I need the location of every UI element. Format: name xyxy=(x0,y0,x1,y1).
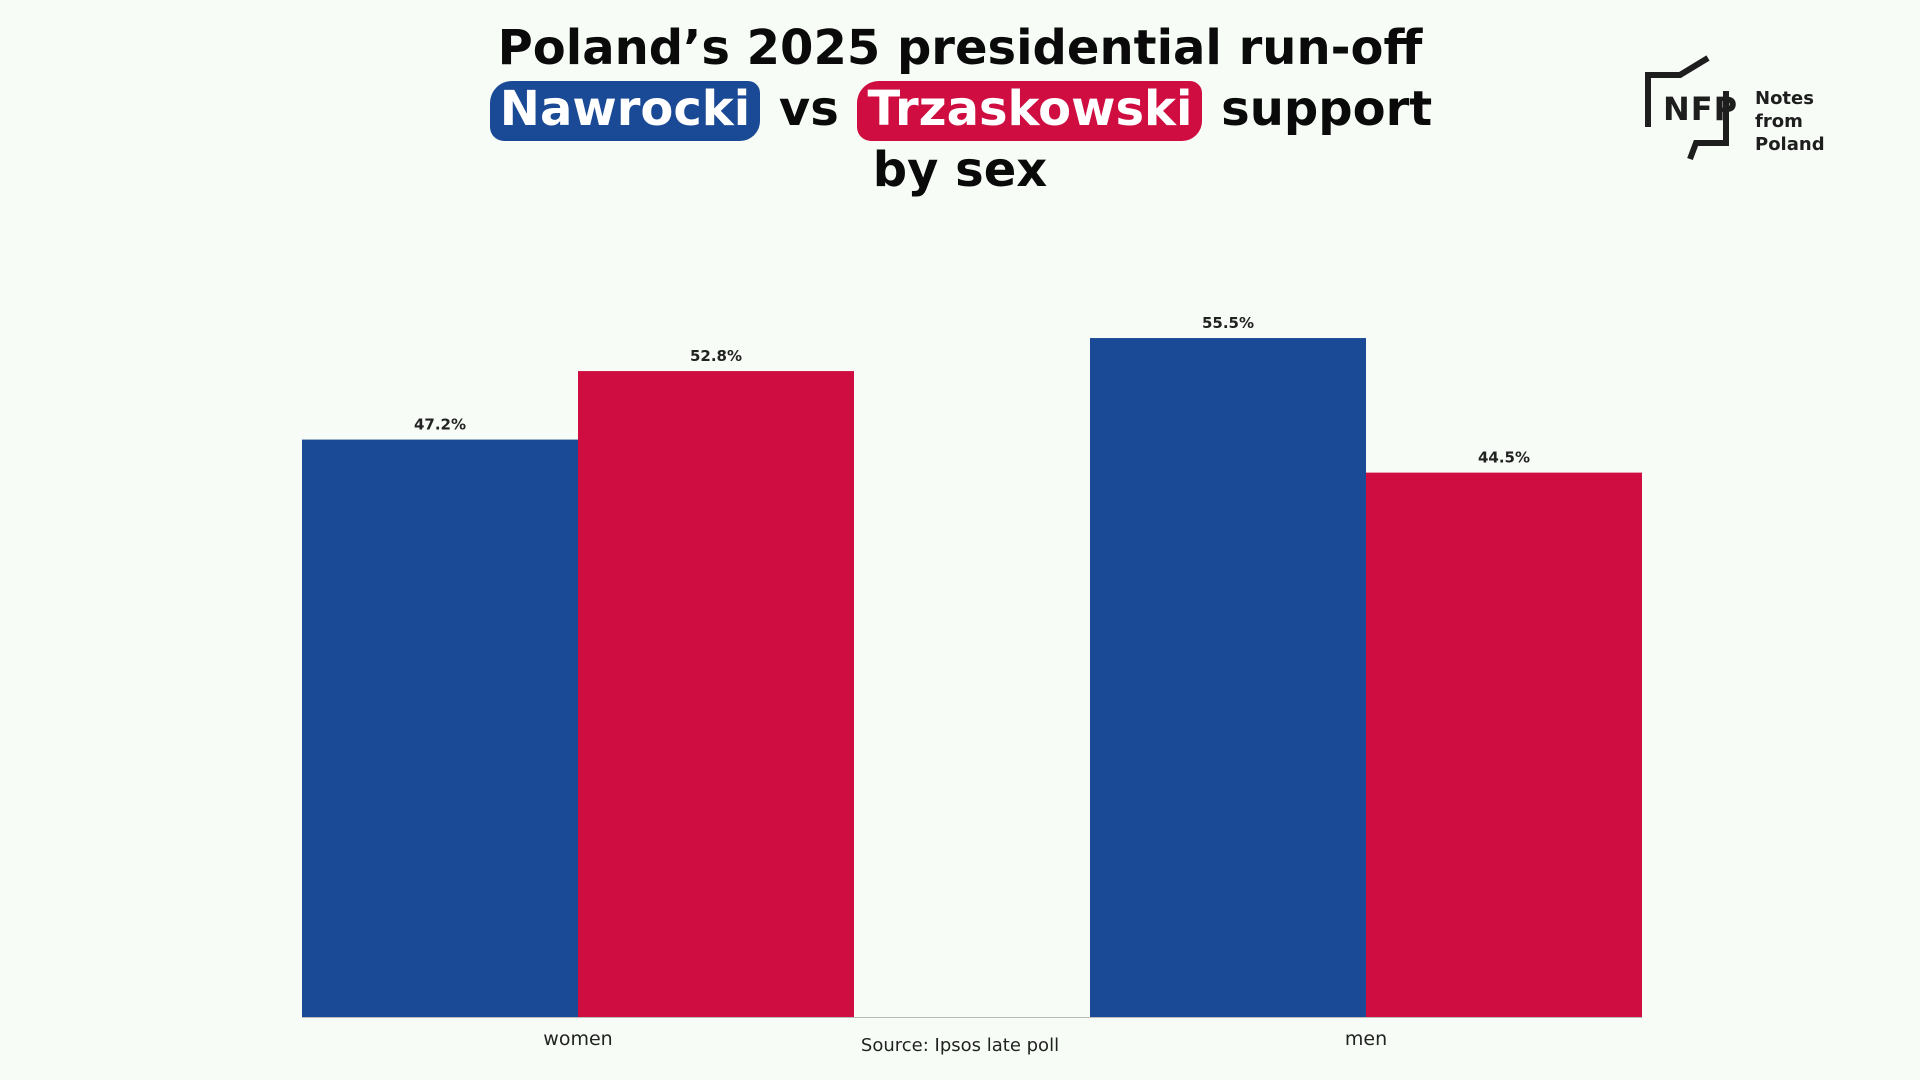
legend-nawrocki: Nawrocki xyxy=(489,81,761,141)
title-line-1: Poland’s 2025 presidential run-off xyxy=(497,20,1423,76)
data-label-trzaskowski-men: 44.5% xyxy=(1478,449,1530,467)
chart-title: Poland’s 2025 presidential run-off Nawro… xyxy=(410,18,1510,201)
logo-text-line-2: Poland xyxy=(1755,134,1825,155)
title-vs: vs xyxy=(778,81,839,137)
title-support: support xyxy=(1221,81,1433,137)
x-tick-label-women: women xyxy=(543,1028,612,1050)
nfp-logo-icon xyxy=(1645,55,1729,161)
nfp-logo: NFP Notes from Poland xyxy=(1640,55,1860,165)
bar-trzaskowski-men xyxy=(1366,472,1642,1017)
x-tick-label-men: men xyxy=(1345,1028,1387,1050)
title-line-3: by sex xyxy=(872,142,1048,198)
logo-text-line-1: Notes from xyxy=(1755,88,1814,132)
data-label-nawrocki-women: 47.2% xyxy=(414,416,466,434)
bar-nawrocki-men xyxy=(1090,338,1366,1017)
bar-trzaskowski-women xyxy=(578,371,854,1018)
data-label-nawrocki-men: 55.5% xyxy=(1202,314,1254,332)
legend-trzaskowski: Trzaskowski xyxy=(857,81,1203,141)
title-line-2: Nawrocki vs Trzaskowski support xyxy=(410,79,1510,141)
bar-nawrocki-women xyxy=(302,439,578,1017)
logo-letters: NFP xyxy=(1663,90,1739,128)
data-label-trzaskowski-women: 52.8% xyxy=(690,347,742,365)
source-note: Source: Ipsos late poll xyxy=(860,1035,1060,1056)
logo-text: Notes from Poland xyxy=(1755,87,1865,156)
